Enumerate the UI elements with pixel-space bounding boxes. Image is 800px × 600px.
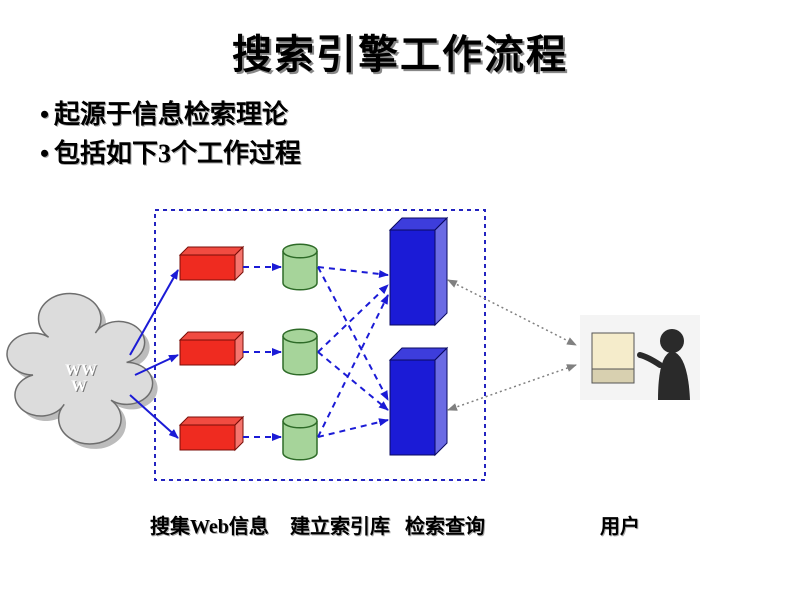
bullet-text: 包括如下3个工作过程 <box>54 139 301 168</box>
caption-user: 用户 <box>600 510 640 539</box>
flow-diagram: WWWWWW <box>0 200 800 530</box>
slide-title: 搜索引擎工作流程 <box>0 22 800 80</box>
diagram-svg: WWWWWW <box>0 200 800 530</box>
bullet-list: •起源于信息检索理论 •包括如下3个工作过程 <box>40 95 301 173</box>
caption-query: 检索查询 <box>405 510 485 539</box>
caption-index: 建立索引库 <box>290 510 390 539</box>
svg-text:W: W <box>71 378 87 395</box>
bullet-text: 起源于信息检索理论 <box>54 100 288 129</box>
slide: 搜索引擎工作流程 •起源于信息检索理论 •包括如下3个工作过程 WWWWWW 搜… <box>0 0 800 600</box>
svg-text:WW: WW <box>65 362 97 379</box>
caption-collect: 搜集Web信息 <box>150 510 269 539</box>
bullet-item: •包括如下3个工作过程 <box>40 134 301 173</box>
bullet-item: •起源于信息检索理论 <box>40 95 301 134</box>
